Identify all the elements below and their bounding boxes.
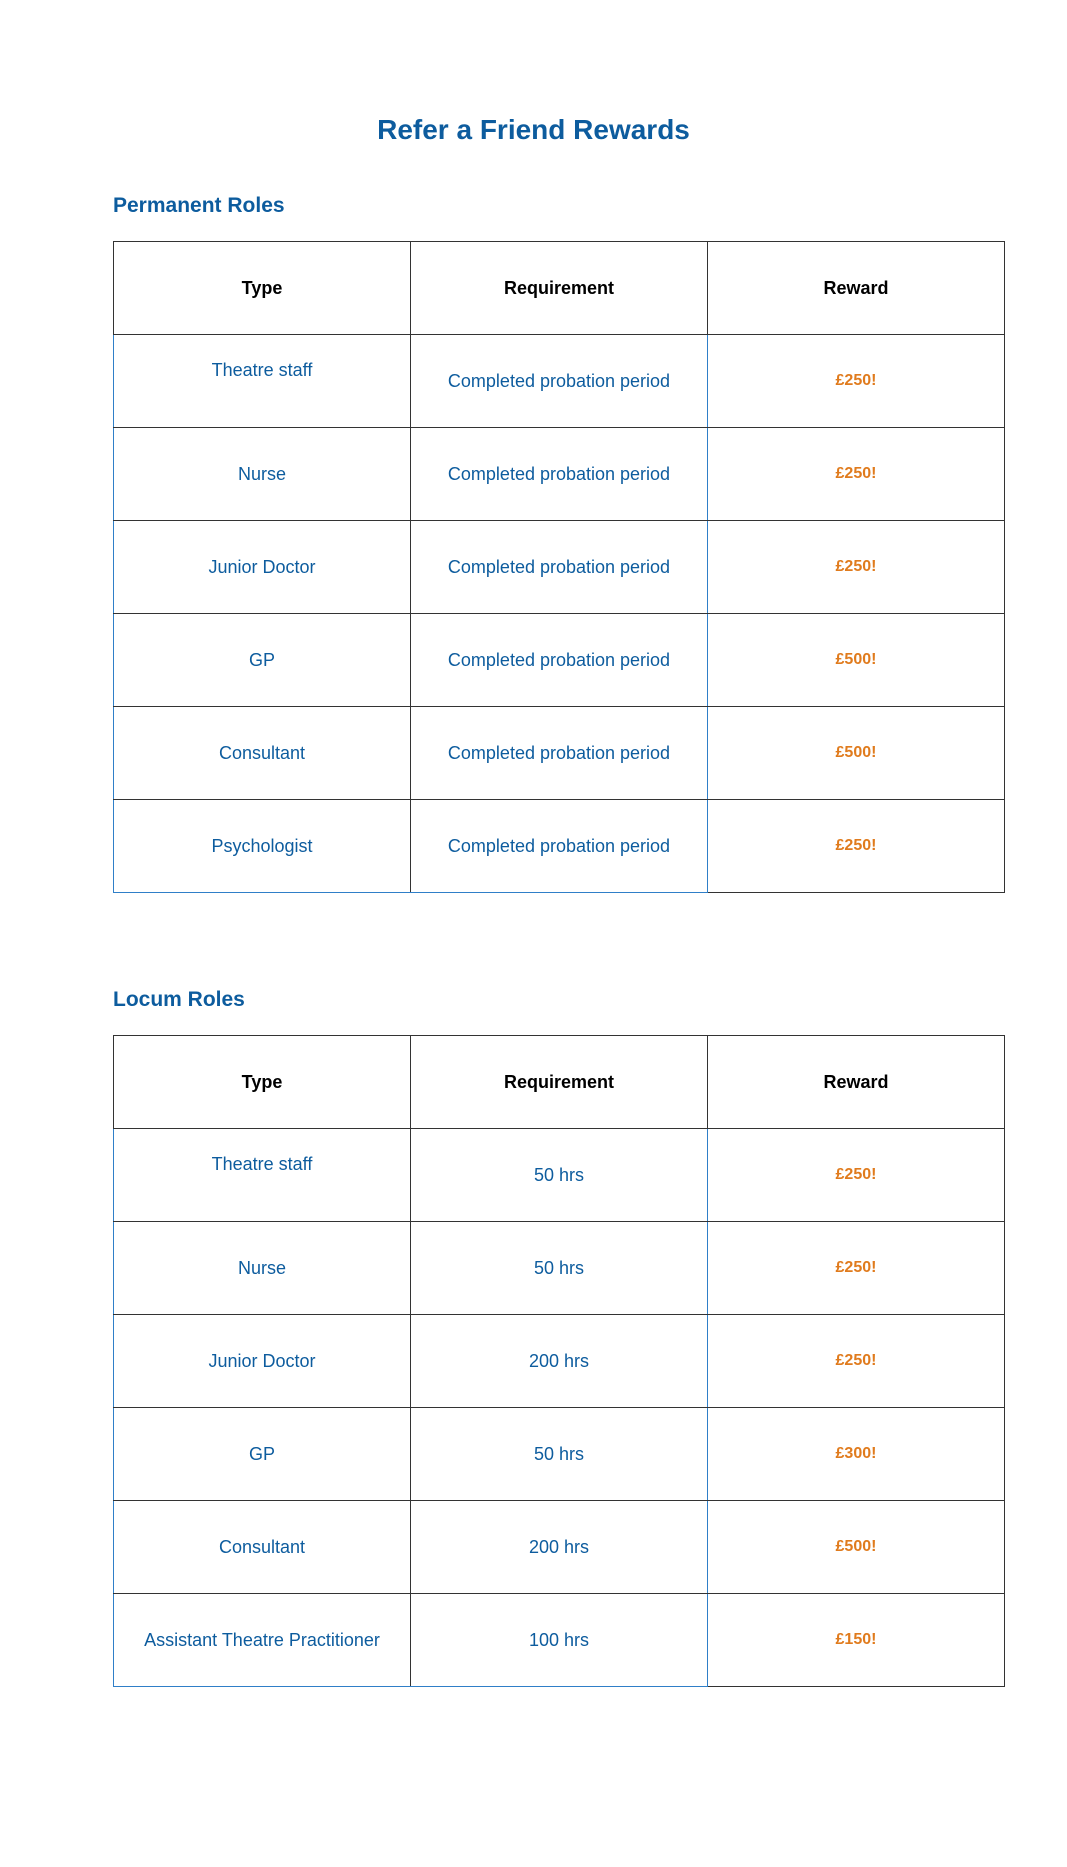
role-type: Assistant Theatre Practitioner xyxy=(113,1593,411,1687)
role-reward: £250! xyxy=(707,334,1005,428)
table-row: Consultant 200 hrs £500! xyxy=(113,1500,1005,1594)
role-reward: £300! xyxy=(707,1407,1005,1501)
role-reward: £500! xyxy=(707,1500,1005,1594)
table-row: GP Completed probation period £500! xyxy=(113,613,1005,707)
role-requirement: Completed probation period xyxy=(410,427,708,521)
column-header-requirement: Requirement xyxy=(410,1035,708,1129)
role-reward: £150! xyxy=(707,1593,1005,1687)
role-requirement: Completed probation period xyxy=(410,799,708,893)
page-title: Refer a Friend Rewards xyxy=(377,113,690,145)
role-reward: £250! xyxy=(707,427,1005,521)
role-reward: £250! xyxy=(707,1314,1005,1408)
role-requirement: 50 hrs xyxy=(410,1407,708,1501)
table-row: Psychologist Completed probation period … xyxy=(113,799,1005,893)
column-header-type: Type xyxy=(113,1035,411,1129)
role-requirement: 100 hrs xyxy=(410,1593,708,1687)
role-reward: £500! xyxy=(707,706,1005,800)
role-type: Consultant xyxy=(113,706,411,800)
role-type: GP xyxy=(113,613,411,707)
role-requirement: Completed probation period xyxy=(410,520,708,614)
locum-roles-heading: Locum Roles xyxy=(113,988,245,1012)
column-header-requirement: Requirement xyxy=(410,241,708,335)
role-type: Nurse xyxy=(113,1221,411,1315)
permanent-roles-heading: Permanent Roles xyxy=(113,194,285,218)
role-requirement: 200 hrs xyxy=(410,1500,708,1594)
table-header-row: Type Requirement Reward xyxy=(113,241,1005,335)
table-row: Consultant Completed probation period £5… xyxy=(113,706,1005,800)
permanent-roles-table: Type Requirement Reward Theatre staff Co… xyxy=(113,241,1005,893)
role-requirement: Completed probation period xyxy=(410,613,708,707)
column-header-reward: Reward xyxy=(707,1035,1005,1129)
role-type: Junior Doctor xyxy=(113,520,411,614)
table-header-row: Type Requirement Reward xyxy=(113,1035,1005,1129)
role-requirement: Completed probation period xyxy=(410,706,708,800)
locum-roles-table: Type Requirement Reward Theatre staff 50… xyxy=(113,1035,1005,1687)
table-row: Assistant Theatre Practitioner 100 hrs £… xyxy=(113,1593,1005,1687)
role-requirement: 200 hrs xyxy=(410,1314,708,1408)
role-type: Theatre staff xyxy=(113,334,411,428)
table-row: Theatre staff Completed probation period… xyxy=(113,334,1005,428)
role-type: GP xyxy=(113,1407,411,1501)
table-row: Theatre staff 50 hrs £250! xyxy=(113,1128,1005,1222)
column-header-type: Type xyxy=(113,241,411,335)
role-reward: £250! xyxy=(707,520,1005,614)
table-row: Nurse Completed probation period £250! xyxy=(113,427,1005,521)
role-type: Junior Doctor xyxy=(113,1314,411,1408)
role-reward: £250! xyxy=(707,1128,1005,1222)
table-row: GP 50 hrs £300! xyxy=(113,1407,1005,1501)
table-row: Junior Doctor Completed probation period… xyxy=(113,520,1005,614)
table-row: Junior Doctor 200 hrs £250! xyxy=(113,1314,1005,1408)
role-reward: £500! xyxy=(707,613,1005,707)
role-reward: £250! xyxy=(707,799,1005,893)
column-header-reward: Reward xyxy=(707,241,1005,335)
role-type: Psychologist xyxy=(113,799,411,893)
role-requirement: Completed probation period xyxy=(410,334,708,428)
role-requirement: 50 hrs xyxy=(410,1221,708,1315)
role-reward: £250! xyxy=(707,1221,1005,1315)
table-row: Nurse 50 hrs £250! xyxy=(113,1221,1005,1315)
role-type: Consultant xyxy=(113,1500,411,1594)
role-type: Nurse xyxy=(113,427,411,521)
role-type: Theatre staff xyxy=(113,1128,411,1222)
role-requirement: 50 hrs xyxy=(410,1128,708,1222)
